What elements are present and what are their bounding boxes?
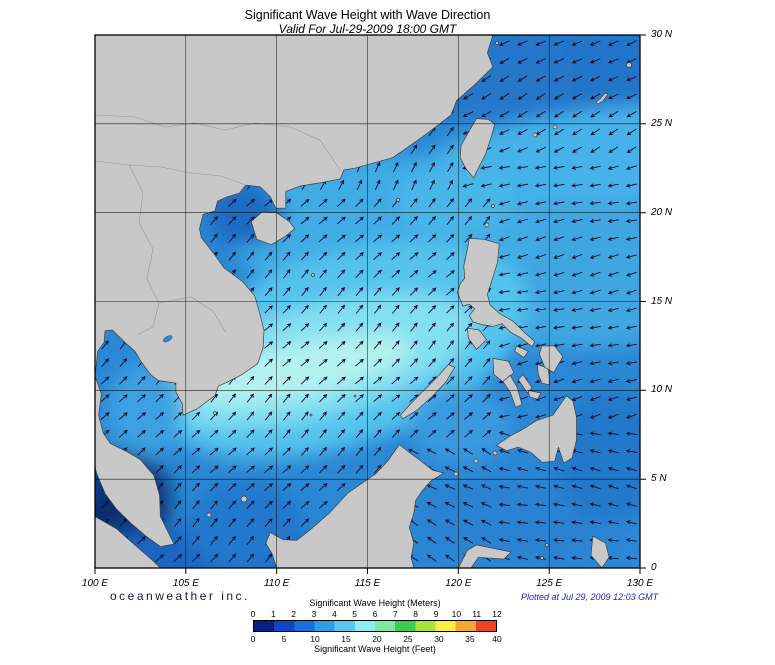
legend-meters-title: Significant Wave Height (Meters) xyxy=(309,598,441,608)
legend-feet-title: Significant Wave Height (Feet) xyxy=(314,644,436,654)
oceanweather-branding: oceanweather inc. xyxy=(110,589,250,603)
valid-time-subtitle: Valid For Jul-29-2009 18:00 GMT xyxy=(278,22,457,36)
page-title: Significant Wave Height with Wave Direct… xyxy=(244,8,491,22)
land-masses xyxy=(95,35,632,568)
land-mindanao xyxy=(496,395,577,464)
legend-feet-tick: 40 xyxy=(492,634,502,644)
lon-tick-label: 110 E xyxy=(263,578,290,589)
island-tawitawi xyxy=(453,471,459,477)
land-negros xyxy=(502,374,523,408)
lat-tick-label: 25 N xyxy=(651,117,673,129)
island-zhoushan xyxy=(495,41,499,45)
island-paracel xyxy=(311,273,315,277)
lat-tick-label: 20 N xyxy=(651,206,673,218)
land-masbate xyxy=(514,345,529,358)
lat-tick-label: 0 xyxy=(651,562,657,573)
land-mindoro xyxy=(467,327,487,350)
legend-feet-tick: 35 xyxy=(465,634,475,644)
island-anambas xyxy=(206,512,212,518)
legend-feet-tick: 25 xyxy=(403,634,413,644)
lat-tick-label: 5 N xyxy=(651,473,667,485)
land-halmahera xyxy=(590,535,610,568)
land-cebu xyxy=(517,374,533,394)
lon-tick-label: 100 E xyxy=(81,578,109,589)
plotted-timestamp: Plotted at Jul 29, 2009 12:03 GMT xyxy=(521,592,659,602)
legend-meters-tick: 1 xyxy=(270,609,276,619)
legend-meters-tick: 0 xyxy=(250,609,256,619)
legend-feet-tick: 15 xyxy=(341,634,351,644)
island-batanes xyxy=(491,204,495,208)
island-miyako xyxy=(552,124,558,130)
lon-tick-label: 125 E xyxy=(536,578,563,589)
land-okinawa xyxy=(595,92,609,105)
land-sumatra xyxy=(95,516,161,568)
legend-meters-tick: 8 xyxy=(413,609,419,619)
lat-tick-label: 30 N xyxy=(651,29,673,40)
land-samar xyxy=(538,345,564,373)
legend-meters-tick: 4 xyxy=(331,609,337,619)
island-basilan xyxy=(492,450,498,456)
island-ishigaki xyxy=(532,132,538,138)
legend-meters-tick: 6 xyxy=(372,609,378,619)
island-amami xyxy=(626,62,632,68)
legend-meters-tick: 12 xyxy=(492,609,502,619)
lat-tick-label: 10 N xyxy=(651,384,673,396)
land-hainan xyxy=(250,211,296,246)
wave-height-map xyxy=(94,34,646,574)
island-condao xyxy=(213,411,217,415)
land-malay-peninsula xyxy=(95,375,175,548)
land-borneo xyxy=(265,444,445,568)
legend-feet-tick: 10 xyxy=(310,634,320,644)
island-sangihe xyxy=(545,543,549,547)
legend-meters-tick: 5 xyxy=(352,609,358,619)
map-border xyxy=(94,34,641,569)
legend-meters-tick: 11 xyxy=(472,609,482,619)
island-babuyan xyxy=(484,222,490,228)
legend-meters-tick: 7 xyxy=(392,609,398,619)
legend-meters-tick: 3 xyxy=(311,609,317,619)
legend-meters-tick: 10 xyxy=(451,609,462,619)
land-sulawesi xyxy=(457,544,512,568)
land-asia-mainland xyxy=(95,35,494,416)
lat-tick-label: 15 N xyxy=(651,295,673,307)
lake-tonle-sap xyxy=(162,335,173,343)
legend-meters-tick: 9 xyxy=(433,609,439,619)
legend-color-bar xyxy=(253,620,497,632)
land-palawan xyxy=(399,364,456,420)
island-spratly-2 xyxy=(353,394,357,398)
legend-feet-tick: 30 xyxy=(434,634,444,644)
lon-tick-label: 130 E xyxy=(626,578,654,589)
land-luzon xyxy=(457,238,536,348)
legend-feet-tick: 20 xyxy=(372,634,382,644)
island-spratly xyxy=(309,413,313,417)
land-bohol xyxy=(527,390,542,400)
lon-tick-label: 120 E xyxy=(445,578,472,589)
grid-lines xyxy=(95,35,640,568)
legend-feet-tick: 0 xyxy=(250,634,256,644)
axis-ticks xyxy=(94,34,646,574)
island-pratas xyxy=(396,198,400,202)
land-taiwan xyxy=(459,118,496,179)
island-jolo xyxy=(473,458,479,464)
lon-tick-label: 105 E xyxy=(172,578,199,589)
legend-feet-tick: 5 xyxy=(281,634,287,644)
legend-meters-tick: 2 xyxy=(291,609,297,619)
island-sangihe-2 xyxy=(540,556,544,560)
lon-tick-label: 115 E xyxy=(354,578,381,589)
legend-meters-ticks: 0 1 2 3 4 5 6 7 8 9 10 11 12 xyxy=(250,609,502,619)
legend-feet-ticks: 0 5 10 15 20 25 30 35 40 xyxy=(250,634,502,644)
island-natuna xyxy=(240,495,248,503)
